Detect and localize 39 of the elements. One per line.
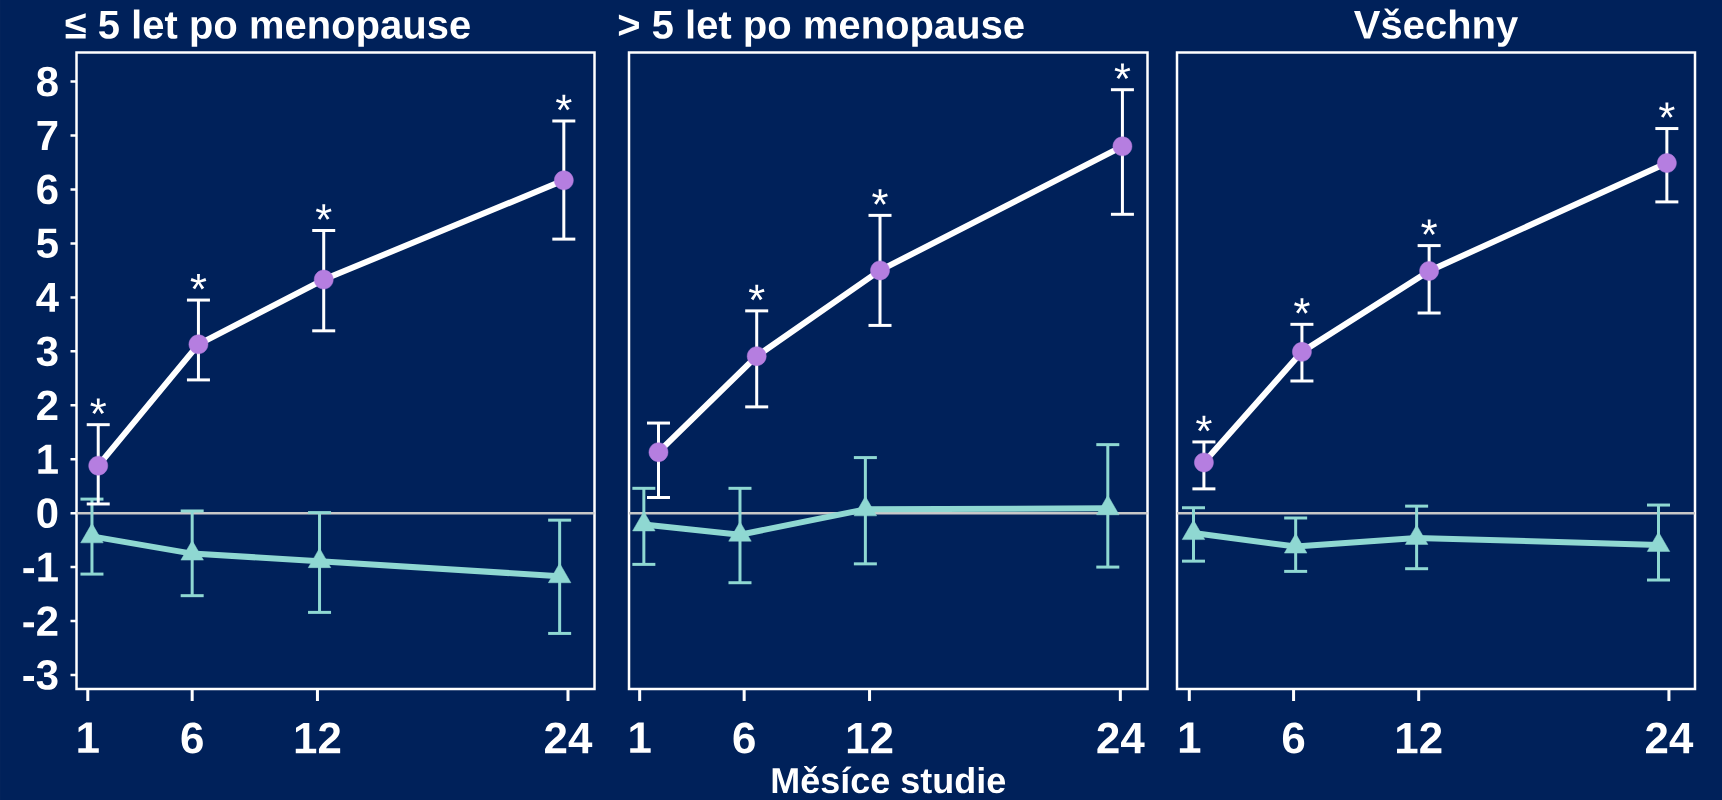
chart-title: Všechny (1354, 8, 1519, 47)
x-tick-label: 24 (545, 722, 593, 754)
x-tick-label: 1 (1179, 722, 1201, 753)
y-tick-label: -2 (23, 606, 58, 636)
annotation: * (315, 204, 332, 220)
y-tick-label: 2 (37, 390, 58, 420)
annotation: * (90, 398, 107, 414)
x-tick-label: 24 (1097, 722, 1145, 754)
annotation: * (1196, 415, 1212, 432)
x-tick-label: 6 (733, 722, 755, 754)
y-tick-label: 6 (37, 174, 58, 205)
x-tick-label: 12 (1397, 722, 1442, 754)
annotation: * (1659, 102, 1675, 118)
y-tick-label: -1 (23, 552, 58, 582)
y-tick-label: 0 (37, 498, 58, 528)
chart-title: > 5 let po menopause (618, 9, 1024, 47)
y-tick-label: 8 (37, 66, 58, 97)
x-tick-label: 24 (1645, 722, 1694, 754)
annotation: * (1294, 298, 1310, 314)
y-tick-label: -3 (23, 660, 58, 690)
annotation: * (190, 273, 207, 290)
x-tick-label: 1 (78, 722, 99, 753)
annotation: * (872, 189, 888, 205)
annotation: * (1114, 63, 1131, 80)
x-tick-label: 12 (847, 722, 893, 754)
x-axis-title: Měsíce studie (772, 766, 1006, 794)
x-tick-label: 6 (1282, 722, 1305, 754)
y-tick-label: 1 (38, 444, 58, 474)
x-tick-label: 12 (295, 722, 341, 754)
y-tick-label: 5 (36, 228, 58, 259)
y-tick-label: 7 (37, 121, 58, 150)
y-tick-label: 4 (36, 282, 59, 312)
annotation: * (1421, 219, 1437, 235)
chart-title: ≤ 5 let po menopause (65, 9, 470, 47)
x-tick-label: 6 (181, 722, 203, 754)
y-tick-label: 3 (36, 336, 58, 367)
x-tick-label: 1 (630, 722, 651, 753)
annotation: * (748, 284, 765, 301)
annotation: * (555, 94, 572, 111)
